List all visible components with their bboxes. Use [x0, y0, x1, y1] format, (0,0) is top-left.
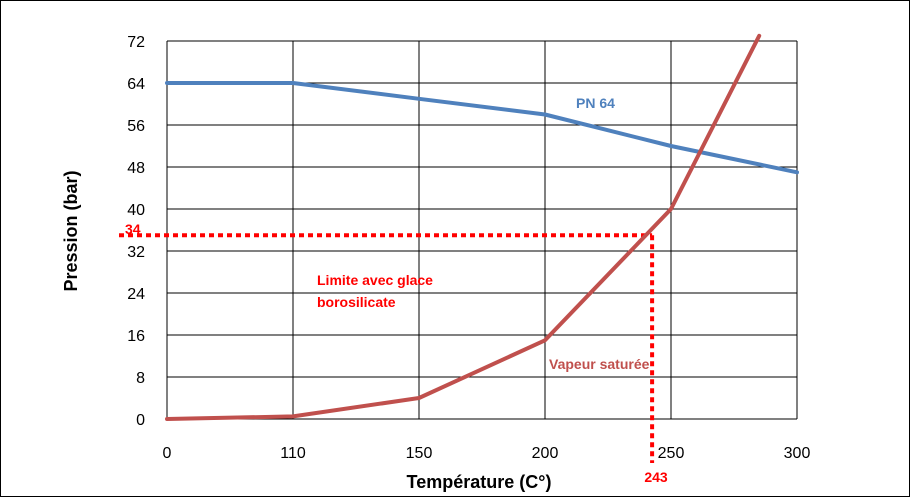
y-tick-labels: 0 8 16 24 32 40 48 56 64 72 [127, 34, 145, 429]
grid [166, 40, 798, 420]
x-tick-label-0: 0 [163, 445, 172, 462]
limit-text-line2: borosilicate [317, 294, 396, 310]
y-tick-label-48: 48 [127, 160, 145, 177]
limit-y-label: 34 [125, 221, 141, 237]
y-axis-title: Pression (bar) [61, 170, 81, 291]
series-label-pn64: PN 64 [576, 95, 615, 111]
y-tick-label-0: 0 [136, 412, 145, 429]
limit-lines [119, 233, 655, 463]
y-tick-label-40: 40 [127, 202, 145, 219]
series-line-pn64 [165, 81, 799, 175]
y-tick-label-24: 24 [127, 286, 145, 303]
y-tick-label-64: 64 [127, 76, 145, 93]
y-tick-label-56: 56 [127, 118, 145, 135]
x-tick-labels: 0 110 150 200 250 300 [163, 445, 811, 462]
x-tick-label-150: 150 [406, 445, 433, 462]
y-tick-label-32: 32 [127, 244, 145, 261]
series-line-vapeur [165, 33, 762, 421]
series-lines [165, 33, 799, 421]
x-axis-title: Température (C°) [407, 472, 552, 492]
x-tick-label-200: 200 [532, 445, 559, 462]
x-tick-label-250: 250 [658, 445, 685, 462]
y-tick-label-72: 72 [127, 34, 145, 51]
y-tick-label-16: 16 [127, 328, 145, 345]
limit-text-line1: Limite avec glace [317, 272, 433, 288]
limit-x-label: 243 [644, 469, 668, 485]
y-tick-label-8: 8 [136, 370, 145, 387]
x-tick-label-110: 110 [280, 445, 306, 462]
series-label-vapeur: Vapeur saturée [549, 356, 650, 372]
x-tick-label-300: 300 [784, 445, 811, 462]
